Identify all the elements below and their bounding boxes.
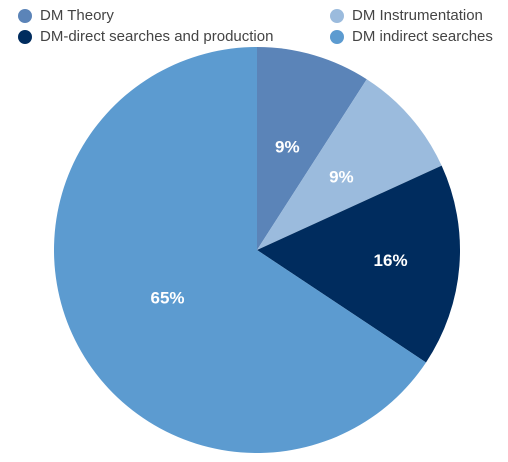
slice-label: 16%: [374, 251, 408, 270]
legend-item-dm-instrumentation: DM Instrumentation: [330, 7, 483, 24]
legend: DM Theory DM Instrumentation DM-direct s…: [0, 0, 508, 50]
pie-slice: [53, 47, 427, 453]
pie-slice: [257, 165, 460, 363]
legend-item-dm-theory: DM Theory: [18, 7, 114, 24]
legend-label: DM indirect searches: [352, 28, 493, 45]
legend-swatch: [18, 8, 32, 23]
legend-label: DM Theory: [40, 7, 114, 24]
legend-swatch: [18, 29, 32, 44]
legend-label: DM-direct searches and production: [40, 28, 274, 45]
pie-slice: [257, 47, 367, 250]
legend-swatch: [330, 8, 344, 23]
slice-label: 65%: [151, 288, 185, 307]
pie-slice: [257, 79, 442, 251]
legend-item-dm-direct: DM-direct searches and production: [18, 28, 273, 45]
slice-label: 9%: [329, 167, 354, 186]
legend-swatch: [330, 29, 344, 44]
legend-label: DM Instrumentation: [352, 7, 483, 24]
slice-label: 9%: [275, 137, 300, 156]
legend-item-dm-indirect: DM indirect searches: [330, 28, 493, 45]
